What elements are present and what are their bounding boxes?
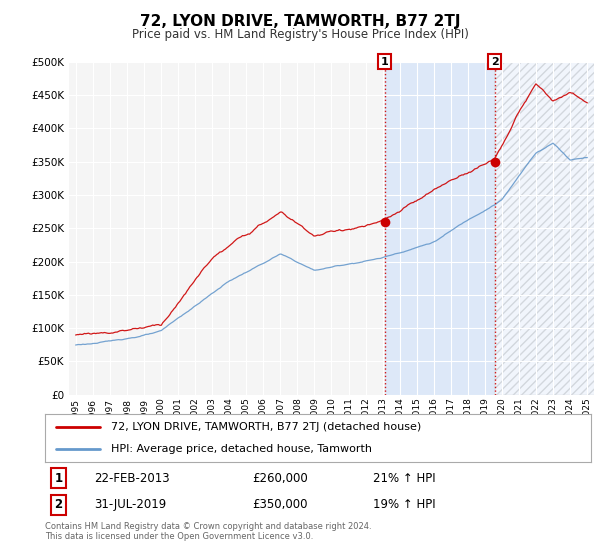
Text: 1: 1 <box>381 57 389 67</box>
Text: £260,000: £260,000 <box>253 472 308 484</box>
Text: 31-JUL-2019: 31-JUL-2019 <box>94 498 166 511</box>
Text: 2: 2 <box>491 57 499 67</box>
Bar <box>385 62 495 395</box>
Text: 1: 1 <box>55 472 63 484</box>
Text: HPI: Average price, detached house, Tamworth: HPI: Average price, detached house, Tamw… <box>110 444 371 454</box>
Text: 22-FEB-2013: 22-FEB-2013 <box>94 472 170 484</box>
Text: 2: 2 <box>55 498 63 511</box>
Text: £350,000: £350,000 <box>253 498 308 511</box>
Text: 72, LYON DRIVE, TAMWORTH, B77 2TJ (detached house): 72, LYON DRIVE, TAMWORTH, B77 2TJ (detac… <box>110 422 421 432</box>
Text: Contains HM Land Registry data © Crown copyright and database right 2024.
This d: Contains HM Land Registry data © Crown c… <box>45 522 371 542</box>
Text: Price paid vs. HM Land Registry's House Price Index (HPI): Price paid vs. HM Land Registry's House … <box>131 28 469 41</box>
Text: 19% ↑ HPI: 19% ↑ HPI <box>373 498 435 511</box>
Bar <box>495 62 596 395</box>
Bar <box>495 62 596 395</box>
Text: 72, LYON DRIVE, TAMWORTH, B77 2TJ: 72, LYON DRIVE, TAMWORTH, B77 2TJ <box>140 14 460 29</box>
Text: 21% ↑ HPI: 21% ↑ HPI <box>373 472 435 484</box>
